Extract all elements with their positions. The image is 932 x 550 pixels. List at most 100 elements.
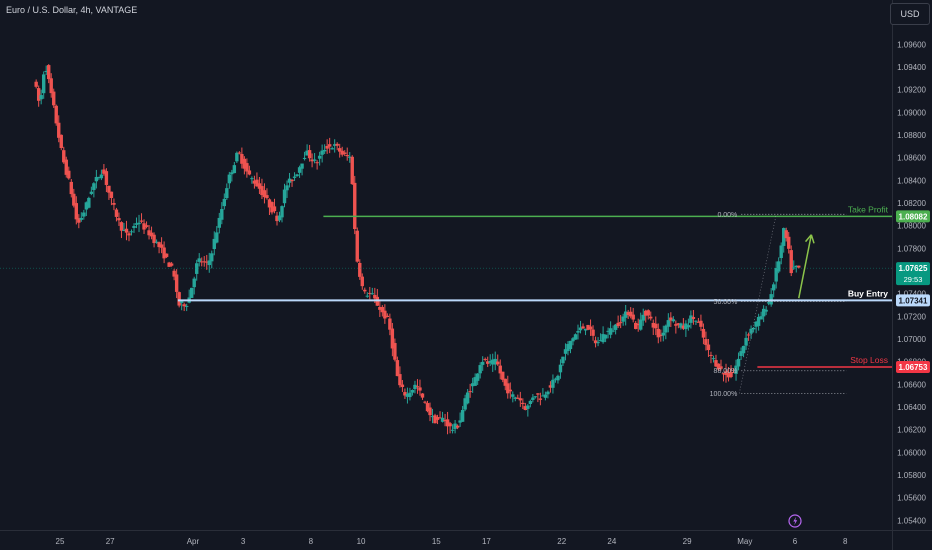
price-tick-label: 1.08200 [897,199,926,208]
candle [154,239,159,244]
candle [247,165,252,176]
candle [460,405,465,422]
candle [731,368,736,374]
candle [317,151,322,166]
candle [654,316,658,336]
price-tick-label: 1.05800 [897,471,926,480]
candle [691,309,696,325]
candle [523,402,528,411]
candle [52,88,56,108]
candle [420,393,425,400]
level-label-take-profit: Take Profit [848,204,889,214]
candle [478,362,482,379]
projection-arrow [798,234,815,299]
candle [147,225,151,240]
candle [227,171,232,189]
candle [67,166,71,180]
time-tick-label: 8 [309,537,314,546]
time-tick-label: 22 [557,537,566,546]
candle [716,363,721,371]
candle [789,245,793,277]
candles-layer [34,64,801,435]
candle [405,387,410,404]
candle [365,292,369,298]
candle [613,323,618,335]
candle [486,356,490,368]
candle [556,374,560,384]
candle [393,338,397,362]
candle [41,71,46,99]
drawings-layer: Take Profit Buy Entry Stop Loss 0.00% 50.00%… [0,204,892,398]
candle [651,319,655,336]
candle [669,312,673,327]
candle [162,241,166,264]
candle [646,309,650,320]
candle [152,232,156,248]
candle [174,269,179,299]
candle [571,337,575,346]
candle [137,214,141,233]
candle [704,331,708,351]
candle [511,391,515,403]
candle [526,404,530,417]
level-label-buy-entry: Buy Entry [848,288,888,298]
candle [355,227,359,263]
candle [74,196,79,225]
candle [724,363,728,383]
candle [679,322,683,330]
candle [601,326,605,344]
candle [192,276,196,295]
price-tick-label: 1.08800 [897,131,926,140]
candle [44,65,48,76]
candle [546,390,550,399]
candle [774,261,778,289]
candle [754,320,758,334]
candle [661,325,666,342]
candle [132,223,136,233]
current-price-value: 1.07625 [899,264,928,273]
candle [282,183,287,208]
candle [242,156,247,175]
candle [513,396,517,402]
candle [295,173,299,177]
candle [583,328,588,336]
chart-title: Euro / U.S. Dollar, 4h, VANTAGE [6,5,138,15]
currency-button[interactable]: USD [890,3,930,25]
candle [536,393,540,403]
candle [49,73,53,98]
candle [528,399,533,408]
candle [468,383,472,398]
candle [267,198,272,215]
candle [84,201,89,216]
candle [681,318,686,331]
price-tick-label: 1.06600 [897,380,926,389]
candle [290,179,294,187]
candle [608,321,613,339]
candle [726,367,731,382]
candle [709,351,713,364]
candle [87,196,91,209]
candle [493,351,497,371]
candle [335,142,339,151]
lightning-icon[interactable] [788,514,802,528]
fib-label: 88.00% [714,368,738,375]
candle [746,332,751,341]
fib-label: 0.00% [717,212,737,219]
candle [578,320,583,334]
candle [475,373,480,385]
candle [124,220,129,241]
candle [639,312,643,331]
candle [558,359,563,379]
candle [102,164,106,176]
candle [618,315,623,329]
candle [292,172,297,181]
time-axis[interactable]: 25 27 Apr 3 8 10 15 17 22 24 29 May 6 8 [56,537,848,546]
candle [465,389,470,405]
candle [573,333,578,340]
candle [794,265,798,273]
candle [729,365,733,379]
candle [719,359,723,371]
candle [430,408,435,424]
candle [205,254,209,270]
